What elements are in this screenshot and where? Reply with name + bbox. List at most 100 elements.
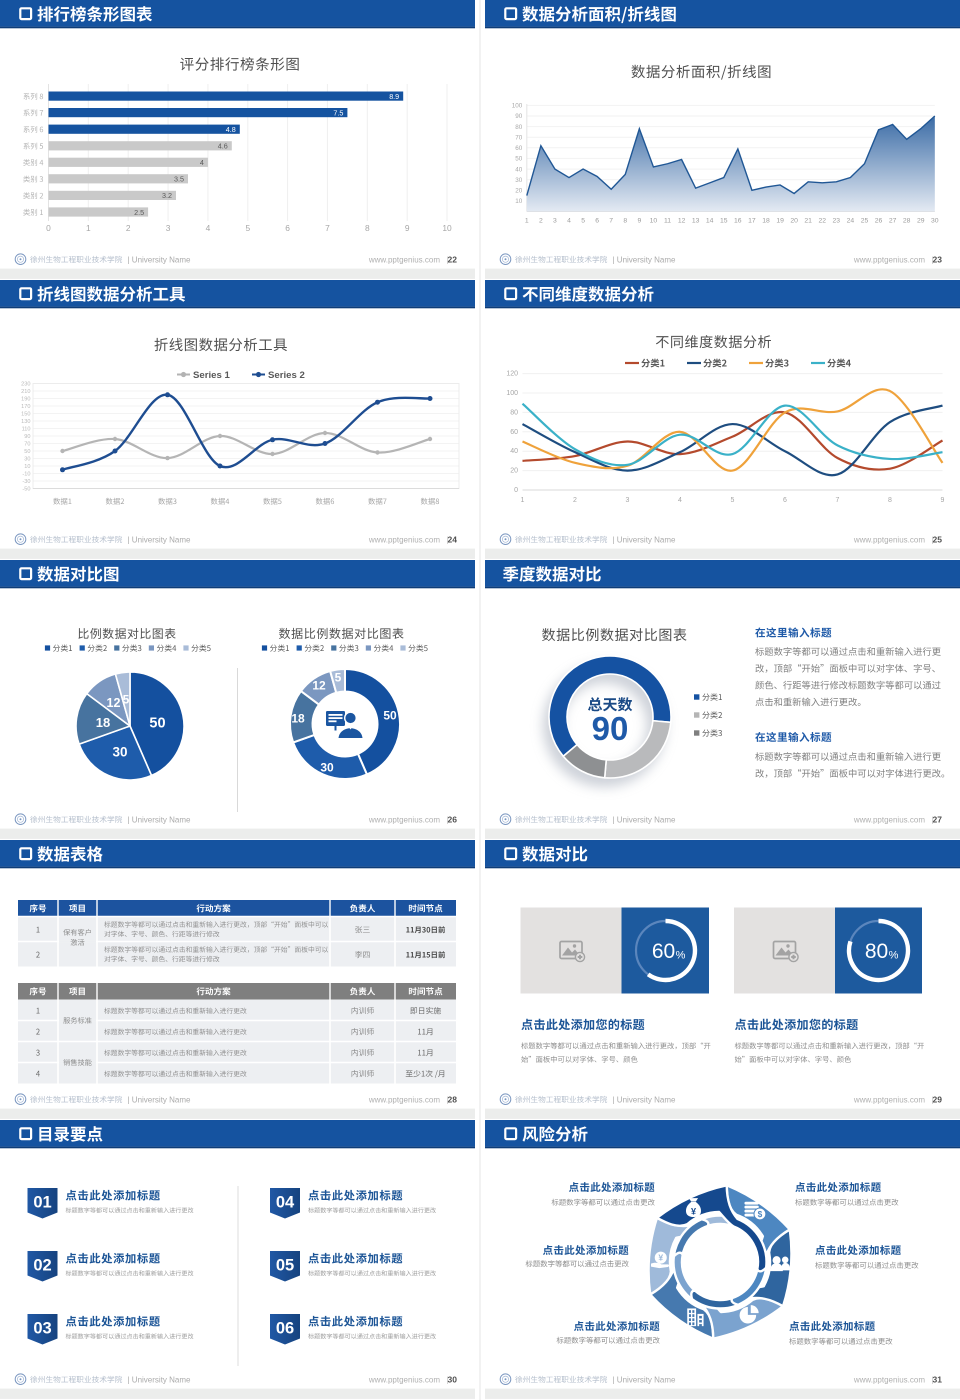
svg-text:20: 20 [790, 218, 798, 225]
svg-text:4.6: 4.6 [218, 142, 228, 151]
svg-text:| University Name: | University Name [128, 535, 192, 544]
svg-text:10: 10 [442, 223, 452, 233]
svg-text:www.pptgenius.com: www.pptgenius.com [368, 815, 440, 824]
svg-text:www.pptgenius.com: www.pptgenius.com [853, 255, 925, 264]
svg-text:| University Name: | University Name [613, 255, 677, 264]
svg-text:10: 10 [515, 198, 523, 205]
svg-text:29: 29 [917, 218, 925, 225]
svg-text:8: 8 [365, 223, 370, 233]
svg-text:12: 12 [107, 696, 121, 710]
svg-text:| University Name: | University Name [613, 1375, 677, 1384]
svg-text:01: 01 [33, 1194, 51, 1212]
svg-text:-10: -10 [22, 471, 30, 477]
svg-text:100: 100 [512, 103, 523, 110]
svg-text:5: 5 [123, 693, 130, 707]
svg-text:¥: ¥ [691, 1207, 697, 1217]
svg-text:18: 18 [762, 218, 770, 225]
svg-text:www.pptgenius.com: www.pptgenius.com [368, 535, 440, 544]
svg-text:4: 4 [200, 158, 204, 167]
svg-text:|: | [932, 535, 934, 544]
svg-text:50: 50 [383, 709, 397, 723]
svg-text:6: 6 [595, 218, 599, 225]
svg-text:27: 27 [933, 814, 943, 824]
svg-text:22: 22 [819, 218, 827, 225]
svg-text:$: $ [758, 1210, 763, 1219]
svg-text:2.5: 2.5 [134, 208, 144, 217]
svg-text:|: | [447, 1375, 449, 1384]
svg-text:23: 23 [833, 218, 841, 225]
svg-text:100: 100 [506, 390, 518, 397]
svg-text:1: 1 [521, 497, 525, 504]
svg-text:31: 31 [933, 1374, 943, 1384]
svg-text:30: 30 [931, 218, 939, 225]
svg-text:www.pptgenius.com: www.pptgenius.com [368, 1095, 440, 1104]
svg-text:|: | [932, 1095, 934, 1104]
svg-text:www.pptgenius.com: www.pptgenius.com [853, 815, 925, 824]
svg-text:6: 6 [783, 497, 787, 504]
svg-text:25: 25 [861, 218, 869, 225]
svg-text:60: 60 [510, 429, 518, 436]
svg-text:70: 70 [515, 134, 523, 141]
svg-text:11: 11 [664, 218, 671, 225]
svg-text:6: 6 [285, 223, 290, 233]
svg-text:3: 3 [626, 497, 630, 504]
svg-text:|: | [932, 815, 934, 824]
svg-text:18: 18 [96, 715, 110, 730]
svg-text:230: 230 [21, 381, 30, 387]
svg-text:170: 170 [21, 404, 30, 410]
svg-text:|: | [447, 535, 449, 544]
svg-text:16: 16 [734, 218, 742, 225]
svg-text:25: 25 [933, 534, 943, 544]
svg-text:3: 3 [166, 223, 171, 233]
svg-text:0: 0 [46, 223, 51, 233]
svg-text:1: 1 [86, 223, 91, 233]
svg-text:8: 8 [888, 497, 892, 504]
svg-text:5: 5 [335, 670, 342, 684]
svg-text:120: 120 [506, 371, 518, 378]
svg-text:Series 1: Series 1 [193, 370, 230, 381]
svg-text:04: 04 [276, 1194, 295, 1212]
svg-text:03: 03 [33, 1320, 51, 1338]
svg-text:22: 22 [448, 254, 458, 264]
svg-text:8.9: 8.9 [389, 92, 399, 101]
svg-text:50: 50 [24, 449, 30, 455]
svg-text:9: 9 [941, 497, 945, 504]
svg-text:7: 7 [836, 497, 840, 504]
svg-text:2: 2 [539, 218, 543, 225]
svg-text:10: 10 [24, 464, 30, 470]
svg-text:4: 4 [206, 223, 211, 233]
svg-text:28: 28 [448, 1094, 458, 1104]
svg-text:3.2: 3.2 [162, 191, 172, 200]
svg-text:-50: -50 [22, 486, 30, 492]
svg-text:150: 150 [21, 411, 30, 417]
svg-text:40: 40 [515, 166, 523, 173]
svg-text:30: 30 [320, 760, 334, 774]
svg-text:190: 190 [21, 396, 30, 402]
svg-text:| University Name: | University Name [128, 1375, 192, 1384]
svg-text:www.pptgenius.com: www.pptgenius.com [853, 1375, 925, 1384]
svg-text:130: 130 [21, 419, 30, 425]
svg-text:13: 13 [692, 218, 700, 225]
svg-text:| University Name: | University Name [613, 535, 677, 544]
svg-text:80: 80 [865, 940, 888, 963]
svg-text:www.pptgenius.com: www.pptgenius.com [368, 1375, 440, 1384]
svg-text:0: 0 [514, 487, 518, 494]
svg-text:20: 20 [515, 188, 523, 195]
svg-text:|: | [932, 1375, 934, 1384]
svg-text:5: 5 [581, 218, 585, 225]
svg-text:7.5: 7.5 [333, 109, 343, 118]
svg-text:www.pptgenius.com: www.pptgenius.com [853, 535, 925, 544]
svg-text:24: 24 [448, 534, 458, 544]
svg-text:¥: ¥ [658, 1253, 663, 1263]
svg-text:26: 26 [448, 814, 458, 824]
svg-text:2: 2 [573, 497, 577, 504]
svg-text:Series 2: Series 2 [268, 370, 305, 381]
svg-text:90: 90 [592, 710, 629, 747]
svg-text:14: 14 [706, 218, 714, 225]
svg-text:80: 80 [515, 124, 523, 131]
svg-text:24: 24 [847, 218, 855, 225]
svg-text:| University Name: | University Name [613, 1095, 677, 1104]
svg-text:| University Name: | University Name [128, 815, 192, 824]
svg-text:80: 80 [510, 409, 518, 416]
svg-text:3: 3 [553, 218, 557, 225]
